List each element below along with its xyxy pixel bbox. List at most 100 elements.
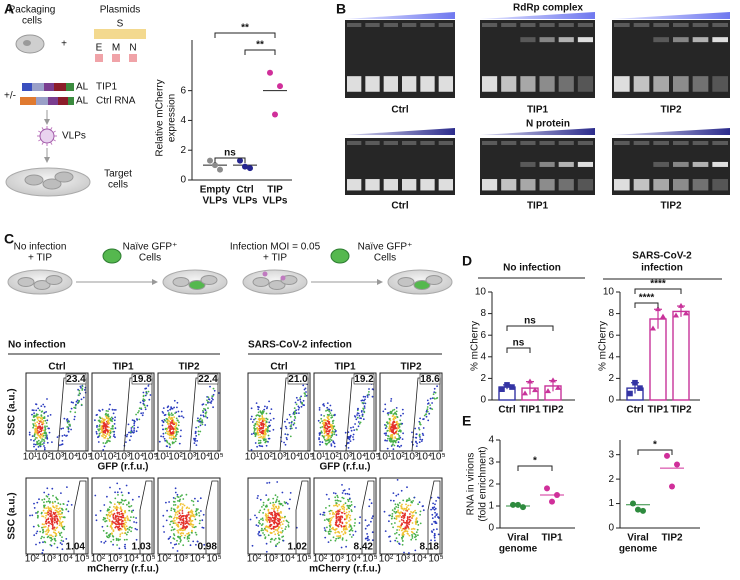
flow-event: [258, 429, 261, 432]
flow-event: [59, 503, 62, 506]
flow-event: [43, 501, 45, 504]
flow-event: [38, 431, 41, 434]
flow-event: [44, 432, 46, 434]
flow-event: [411, 501, 413, 504]
x-tick-label: TIP1: [541, 533, 563, 544]
flow-event: [176, 550, 179, 552]
flow-event: [199, 519, 201, 522]
data-point: [237, 157, 243, 164]
flow-event: [173, 436, 176, 439]
flow-event: [120, 518, 122, 521]
flow-event: [319, 426, 322, 429]
flow-event: [43, 498, 46, 501]
flow-event: [162, 407, 165, 409]
data-point: [242, 163, 248, 170]
flow-event: [56, 520, 59, 522]
gel-well: [501, 23, 517, 27]
flow-event: [336, 494, 339, 497]
flow-event: [186, 535, 189, 538]
gel-band: [402, 76, 417, 92]
flow-event: [82, 396, 85, 399]
x-tick-label: 10⁴: [346, 554, 361, 565]
flow-event: [47, 530, 50, 532]
flow-event: [421, 432, 424, 435]
flow-event: [212, 387, 215, 390]
flow-event: [109, 501, 111, 503]
flow-event: [325, 434, 328, 437]
flow-event: [197, 500, 199, 502]
flow-event: [35, 403, 37, 405]
flow-event: [114, 409, 117, 411]
flow-event: [331, 433, 334, 435]
flow-event: [42, 403, 45, 406]
flow-event: [36, 530, 39, 533]
flow-event: [107, 417, 110, 420]
flow-event: [33, 534, 36, 537]
flow-event: [341, 530, 343, 533]
panel-label: C: [4, 231, 14, 247]
flow-event: [411, 537, 414, 539]
y-tick-label: 0: [608, 395, 614, 406]
flow-event: [400, 511, 403, 514]
flow-event: [41, 416, 44, 419]
x-tick-label: 10⁴: [63, 452, 78, 463]
flow-event: [133, 429, 136, 432]
flow-event: [127, 431, 130, 434]
flow-event: [166, 418, 169, 420]
flow-event: [250, 418, 252, 420]
flow-event: [100, 541, 103, 543]
flow-event: [261, 431, 264, 434]
gel-band: [365, 179, 380, 191]
gel-band: [520, 37, 536, 43]
significance-label: **: [256, 40, 264, 51]
flow-event: [393, 517, 396, 520]
gate-label-box: [419, 373, 441, 385]
flow-event: [353, 429, 356, 431]
flow-event: [195, 533, 198, 536]
flow-event: [257, 411, 260, 414]
flow-event: [388, 422, 391, 424]
flow-event: [259, 418, 262, 421]
x-tick-label: 10⁴: [195, 452, 210, 463]
flow-event: [259, 522, 261, 525]
flow-event: [406, 524, 409, 527]
flow-event: [176, 406, 178, 409]
flow-event: [342, 489, 345, 492]
flow-event: [107, 508, 109, 511]
flow-event: [172, 517, 175, 520]
flow-event: [403, 533, 405, 536]
gate-value: 18.6: [420, 374, 440, 385]
flow-event: [275, 525, 278, 528]
gel-band: [577, 179, 593, 191]
flow-event: [348, 488, 351, 490]
flow-event: [178, 515, 181, 518]
flow-event: [135, 538, 138, 541]
flow-event: [118, 525, 121, 528]
flow-event: [259, 534, 262, 537]
flow-event: [272, 501, 275, 504]
flow-event: [386, 421, 389, 424]
y-axis-title: SSC (a.u.): [7, 388, 18, 435]
flow-event: [166, 432, 169, 435]
flow-event: [268, 430, 271, 432]
label: Naïve GFP⁺: [358, 242, 413, 253]
flow-event: [182, 515, 185, 517]
data-point: [272, 111, 278, 118]
flow-event: [349, 514, 352, 517]
flow-event: [263, 408, 266, 411]
flow-event: [54, 539, 57, 542]
flow-event: [294, 415, 296, 418]
flow-event: [344, 502, 347, 505]
flow-event: [431, 408, 434, 410]
data-point: [522, 390, 528, 396]
x-tick-label: 10⁵: [206, 554, 221, 565]
flow-event: [186, 515, 188, 518]
label: +: [61, 39, 67, 50]
x-tick-label: 10¹: [311, 452, 326, 463]
flow-event: [323, 519, 326, 521]
gel-band: [614, 179, 630, 191]
flow-event: [63, 434, 66, 436]
flow-event: [116, 501, 119, 503]
gel-band: [653, 76, 669, 92]
flow-event: [35, 448, 38, 451]
